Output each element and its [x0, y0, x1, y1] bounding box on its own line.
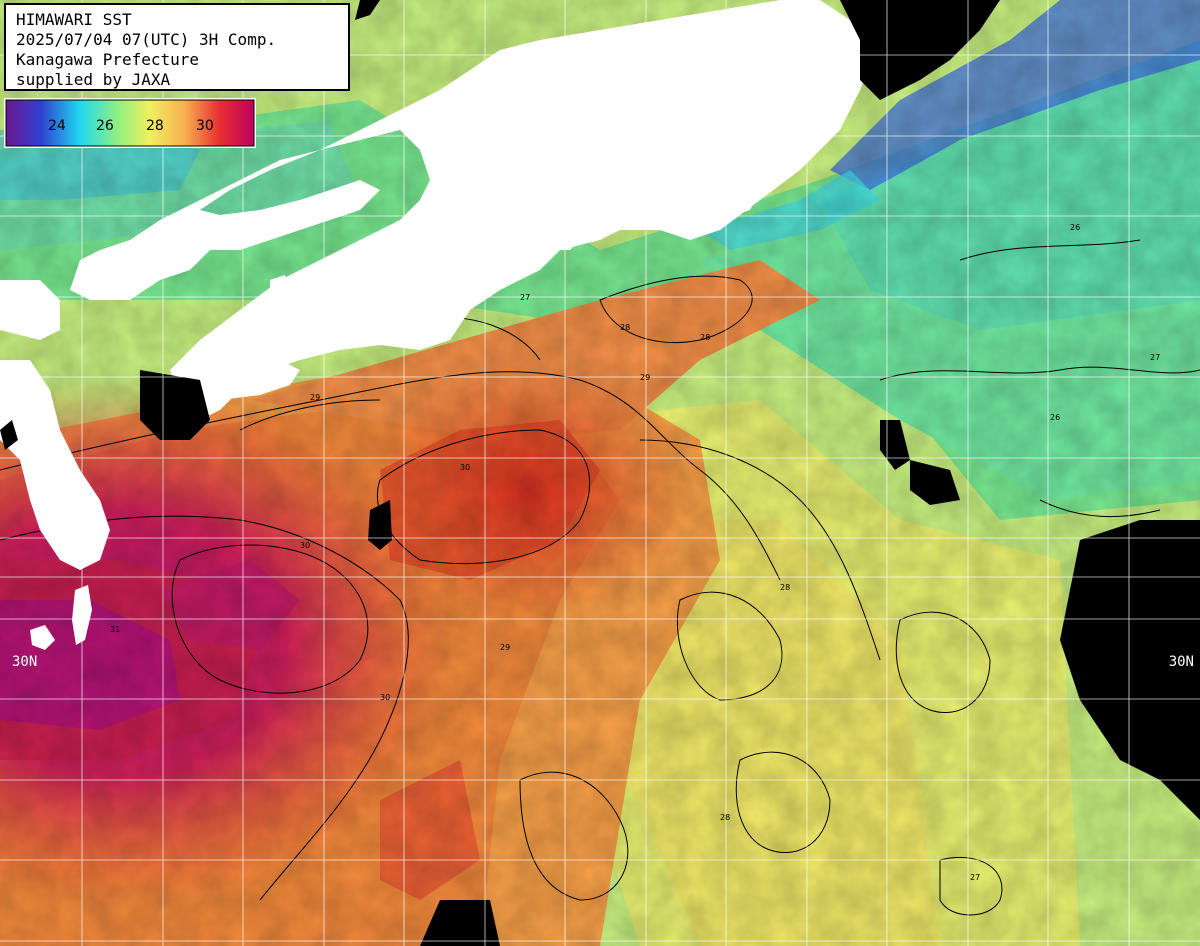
contour-label: 27 — [1150, 353, 1160, 362]
latitude-label-right: 30N — [1168, 654, 1194, 670]
contour-label: 28 — [700, 333, 710, 342]
contour-label: 27 — [520, 293, 530, 302]
contour-label: 29 — [640, 373, 650, 382]
timestamp: 2025/07/04 07(UTC) 3H Comp. — [16, 30, 277, 49]
legend-tick-label: 30 — [196, 118, 214, 134]
contour-label: 30 — [380, 693, 390, 702]
legend-color-bar — [5, 99, 255, 147]
legend-tick-label: 24 — [48, 118, 66, 134]
legend-tick-label: 28 — [146, 118, 164, 134]
land-areas — [0, 0, 880, 650]
contour-label: 30 — [460, 463, 470, 472]
contour-label: 27 — [970, 873, 980, 882]
contour-label: 30 — [300, 541, 310, 550]
contour-label: 26 — [1070, 223, 1080, 232]
organization: Kanagawa Prefecture — [16, 50, 200, 69]
product-title: HIMAWARI SST — [16, 10, 132, 29]
contour-label: 26 — [1050, 413, 1060, 422]
contour-label: 29 — [310, 393, 320, 402]
info-box: HIMAWARI SST 2025/07/04 07(UTC) 3H Comp.… — [4, 3, 350, 91]
latitude-label-left: 30N — [12, 654, 38, 670]
contour-label: 31 — [110, 625, 120, 634]
contour-labels: 27 28 28 29 29 30 30 31 26 27 28 29 30 2… — [110, 223, 1160, 882]
legend-tick-label: 26 — [96, 118, 114, 134]
temperature-legend: 24 26 28 30 — [4, 98, 256, 148]
contour-label: 28 — [780, 583, 790, 592]
contour-label: 28 — [720, 813, 730, 822]
contour-label: 29 — [500, 643, 510, 652]
data-credit: supplied by JAXA — [16, 70, 171, 89]
contour-label: 28 — [620, 323, 630, 332]
